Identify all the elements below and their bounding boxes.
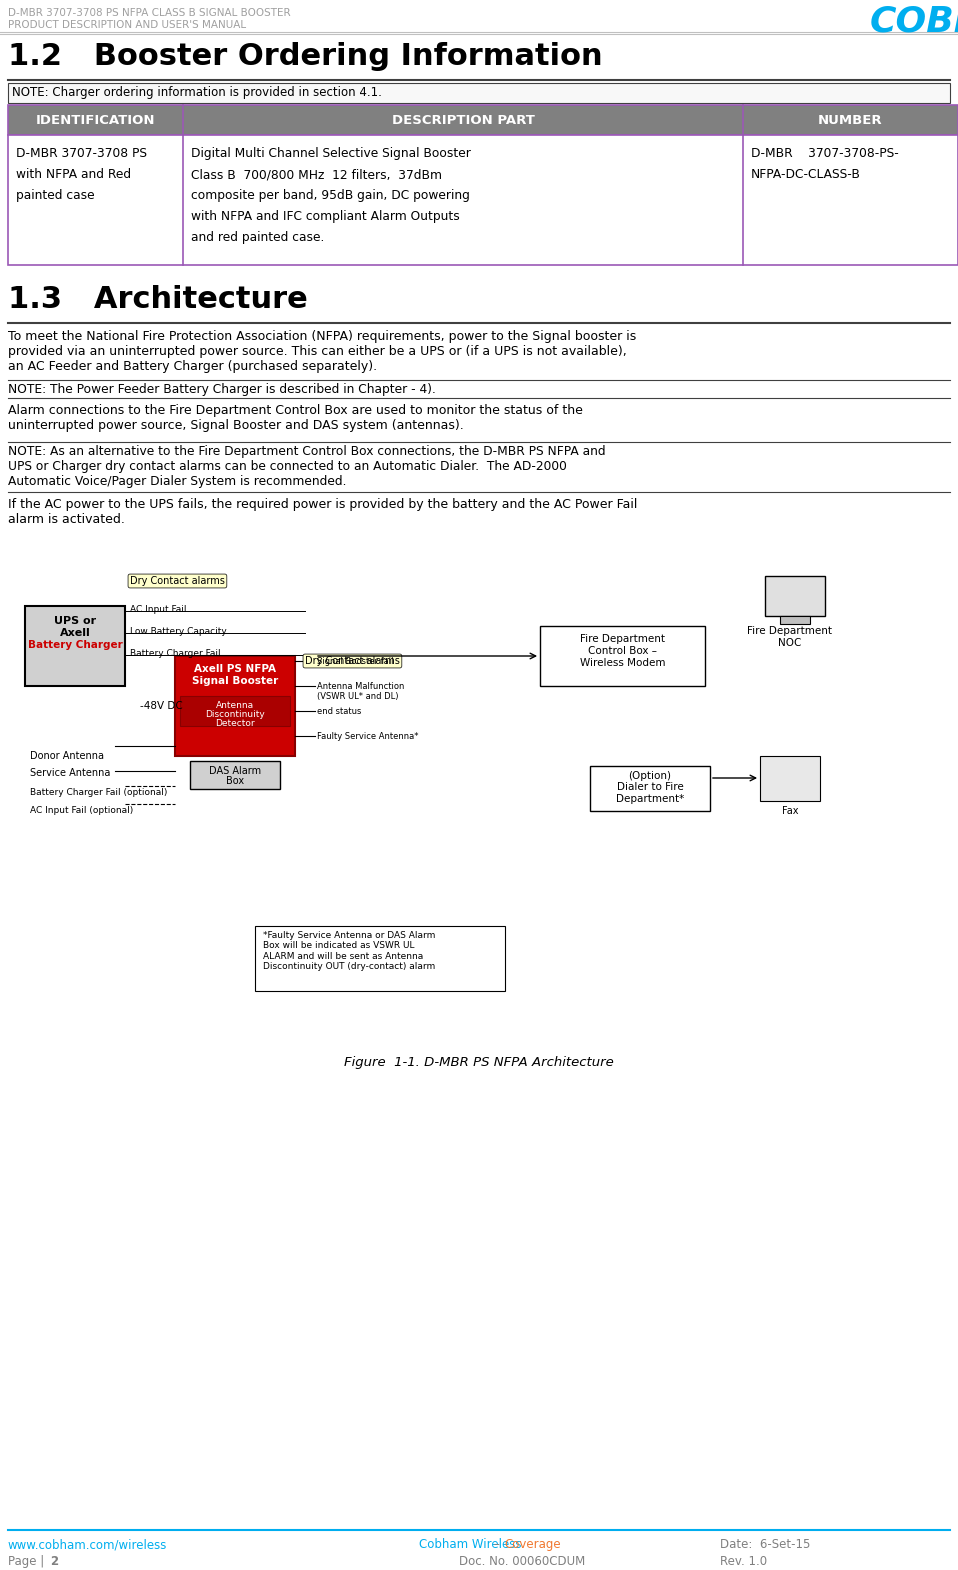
Text: end status: end status xyxy=(317,706,361,716)
Bar xyxy=(780,615,810,623)
Text: Dialer to Fire: Dialer to Fire xyxy=(617,782,683,791)
Text: Figure  1-1. D-MBR PS NFPA Architecture: Figure 1-1. D-MBR PS NFPA Architecture xyxy=(344,1057,614,1069)
Text: Control Box –: Control Box – xyxy=(588,645,657,656)
Text: NOTE: As an alternative to the Fire Department Control Box connections, the D-MB: NOTE: As an alternative to the Fire Depa… xyxy=(8,444,605,488)
Text: Donor Antenna: Donor Antenna xyxy=(30,750,104,761)
Text: DESCRIPTION PART: DESCRIPTION PART xyxy=(392,115,535,127)
Bar xyxy=(760,757,820,801)
Bar xyxy=(25,606,125,686)
Bar xyxy=(590,766,710,812)
Bar xyxy=(8,105,958,135)
Text: Low Battery Capacity: Low Battery Capacity xyxy=(130,626,227,636)
Text: DAS Alarm: DAS Alarm xyxy=(209,766,262,776)
Text: Page |: Page | xyxy=(8,1554,48,1568)
Text: To meet the National Fire Protection Association (NFPA) requirements, power to t: To meet the National Fire Protection Ass… xyxy=(8,330,636,374)
Text: Battery Charger Fail (optional): Battery Charger Fail (optional) xyxy=(30,788,168,798)
Text: Fax: Fax xyxy=(782,805,798,816)
Text: -48V DC: -48V DC xyxy=(140,700,183,711)
Text: Axell PS NFPA: Axell PS NFPA xyxy=(194,664,276,674)
Text: Fire Department
NOC: Fire Department NOC xyxy=(747,626,833,647)
Bar xyxy=(8,135,958,265)
Bar xyxy=(190,761,280,790)
Text: Coverage: Coverage xyxy=(504,1539,560,1551)
Text: AC Input Fail: AC Input Fail xyxy=(130,604,187,614)
Text: 2: 2 xyxy=(50,1554,58,1568)
Text: –: – xyxy=(494,1539,504,1551)
Text: UPS or: UPS or xyxy=(54,615,96,626)
Text: Battery Charger Fail: Battery Charger Fail xyxy=(130,648,220,658)
Text: NOTE: The Power Feeder Battery Charger is described in Chapter - 4).: NOTE: The Power Feeder Battery Charger i… xyxy=(8,383,436,396)
Text: Cobham Wireless: Cobham Wireless xyxy=(419,1539,525,1551)
Text: Alarm connections to the Fire Department Control Box are used to monitor the sta: Alarm connections to the Fire Department… xyxy=(8,403,582,432)
Bar xyxy=(765,576,825,615)
Text: Axell: Axell xyxy=(59,628,90,637)
Text: Digital Multi Channel Selective Signal Booster
Class B  700/800 MHz  12 filters,: Digital Multi Channel Selective Signal B… xyxy=(191,148,471,243)
Text: AC Input Fail (optional): AC Input Fail (optional) xyxy=(30,805,133,815)
Text: Fire Department: Fire Department xyxy=(580,634,665,644)
Bar xyxy=(175,656,295,757)
Text: COBHAM: COBHAM xyxy=(870,5,958,39)
Text: D-MBR 3707-3708 PS
with NFPA and Red
painted case: D-MBR 3707-3708 PS with NFPA and Red pai… xyxy=(16,148,147,203)
Text: Date:  6-Set-15: Date: 6-Set-15 xyxy=(720,1539,810,1551)
Text: D-MBR 3707-3708 PS NFPA CLASS B SIGNAL BOOSTER: D-MBR 3707-3708 PS NFPA CLASS B SIGNAL B… xyxy=(8,8,290,17)
Text: 1.2   Booster Ordering Information: 1.2 Booster Ordering Information xyxy=(8,42,603,71)
Text: *Faulty Service Antenna or DAS Alarm
Box will be indicated as VSWR UL
ALARM and : *Faulty Service Antenna or DAS Alarm Box… xyxy=(263,931,435,972)
Text: If the AC power to the UPS fails, the required power is provided by the battery : If the AC power to the UPS fails, the re… xyxy=(8,498,637,526)
Text: Dry Contact alarms: Dry Contact alarms xyxy=(305,656,399,666)
Text: Battery Charger: Battery Charger xyxy=(28,641,123,650)
Text: Antenna: Antenna xyxy=(216,700,254,710)
Text: D-MBR    3707-3708-PS-
NFPA-DC-CLASS-B: D-MBR 3707-3708-PS- NFPA-DC-CLASS-B xyxy=(751,148,899,181)
Text: IDENTIFICATION: IDENTIFICATION xyxy=(35,115,155,127)
Text: (Option): (Option) xyxy=(628,771,672,780)
Text: Faulty Service Antenna*: Faulty Service Antenna* xyxy=(317,732,419,741)
Text: NUMBER: NUMBER xyxy=(818,115,883,127)
Bar xyxy=(255,926,505,991)
Text: Box: Box xyxy=(226,776,244,787)
Text: Doc. No. 00060CDUM: Doc. No. 00060CDUM xyxy=(459,1554,585,1568)
Text: Dry Contact alarms: Dry Contact alarms xyxy=(130,576,225,586)
Text: Service Antenna: Service Antenna xyxy=(30,768,110,779)
Text: Wireless Modem: Wireless Modem xyxy=(580,658,665,667)
Text: Signal Booster fail: Signal Booster fail xyxy=(317,656,394,666)
Bar xyxy=(8,83,950,104)
Text: Antenna Malfunction
(VSWR UL* and DL): Antenna Malfunction (VSWR UL* and DL) xyxy=(317,681,404,702)
Bar xyxy=(180,696,290,725)
Bar xyxy=(540,626,705,686)
Text: PRODUCT DESCRIPTION AND USER'S MANUAL: PRODUCT DESCRIPTION AND USER'S MANUAL xyxy=(8,20,246,30)
Text: Signal Booster: Signal Booster xyxy=(192,677,278,686)
Text: www.cobham.com/wireless: www.cobham.com/wireless xyxy=(8,1539,168,1551)
Text: NOTE: Charger ordering information is provided in section 4.1.: NOTE: Charger ordering information is pr… xyxy=(12,86,382,99)
Text: Rev. 1.0: Rev. 1.0 xyxy=(720,1554,767,1568)
Text: 1.3   Architecture: 1.3 Architecture xyxy=(8,286,308,314)
Text: Detector: Detector xyxy=(216,719,255,728)
Text: Discontinuity: Discontinuity xyxy=(205,710,264,719)
Text: Department*: Department* xyxy=(616,794,684,804)
